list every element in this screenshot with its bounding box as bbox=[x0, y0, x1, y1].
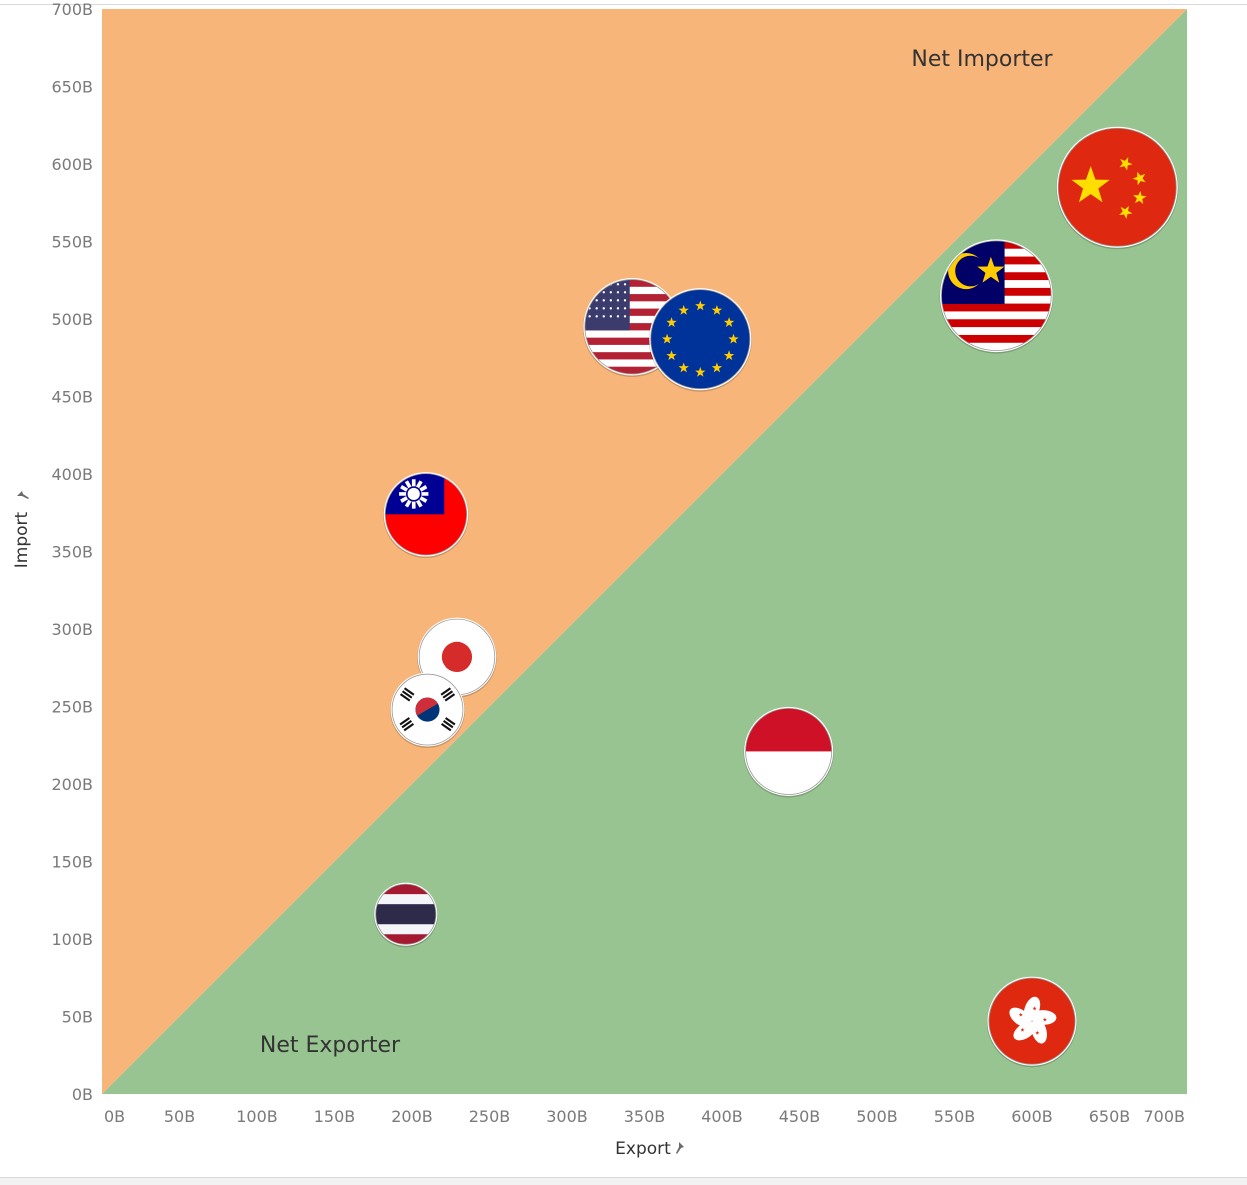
pin-icon[interactable] bbox=[676, 1142, 684, 1154]
x-tick-label: 600B bbox=[1011, 1107, 1053, 1126]
x-tick-label: 100B bbox=[236, 1107, 278, 1126]
south-korea-flag[interactable] bbox=[390, 672, 465, 748]
x-tick-label: 50B bbox=[164, 1107, 195, 1126]
x-tick-label: 700B bbox=[1143, 1107, 1185, 1126]
y-tick-label: 600B bbox=[51, 155, 93, 174]
x-axis-ticks: 0B 50B 100B 150B 200B 250B 300B 350B 400B 450B 500… bbox=[104, 1107, 1185, 1126]
y-tick-label: 300B bbox=[51, 620, 93, 639]
y-tick-label: 150B bbox=[51, 853, 93, 872]
x-tick-label: 250B bbox=[469, 1107, 511, 1126]
china-flag[interactable] bbox=[1056, 126, 1179, 250]
thailand-flag[interactable] bbox=[373, 882, 438, 948]
x-tick-label: 650B bbox=[1089, 1107, 1131, 1126]
y-tick-label: 650B bbox=[51, 78, 93, 97]
bottom-border bbox=[0, 1177, 1247, 1185]
malaysia-flag[interactable] bbox=[939, 239, 1054, 354]
y-tick-label: 550B bbox=[51, 233, 93, 252]
indonesia-flag[interactable] bbox=[743, 706, 834, 798]
y-axis-label: Import bbox=[12, 511, 32, 568]
data-points bbox=[373, 126, 1179, 1068]
x-tick-label: 500B bbox=[856, 1107, 898, 1126]
y-tick-label: 200B bbox=[51, 775, 93, 794]
x-tick-label: 450B bbox=[779, 1107, 821, 1126]
y-tick-label: 250B bbox=[51, 698, 93, 717]
japan-flag[interactable] bbox=[417, 617, 497, 698]
net-importer-region bbox=[102, 9, 1187, 1094]
pin-icon[interactable] bbox=[17, 491, 29, 499]
x-tick-label: 150B bbox=[314, 1107, 356, 1126]
x-tick-label: 300B bbox=[546, 1107, 588, 1126]
eu-flag[interactable] bbox=[648, 288, 752, 392]
y-tick-label: 0B bbox=[72, 1085, 93, 1104]
x-axis-title: Export bbox=[615, 1139, 684, 1159]
x-tick-label: 400B bbox=[701, 1107, 743, 1126]
x-tick-label: 0B bbox=[104, 1107, 125, 1126]
y-axis-ticks: 0B 50B 100B 150B 200B 250B 300B 350B 400B 450B 500… bbox=[51, 0, 93, 1104]
y-tick-label: 350B bbox=[51, 543, 93, 562]
y-tick-label: 500B bbox=[51, 310, 93, 329]
y-tick-label: 100B bbox=[51, 930, 93, 949]
top-border bbox=[0, 4, 1247, 5]
y-tick-label: 400B bbox=[51, 465, 93, 484]
hong-kong-flag[interactable] bbox=[986, 976, 1078, 1068]
x-tick-label: 200B bbox=[391, 1107, 433, 1126]
x-tick-label: 350B bbox=[624, 1107, 666, 1126]
y-axis-title: Import bbox=[12, 491, 32, 568]
taiwan-flag[interactable] bbox=[383, 472, 469, 559]
y-tick-label: 700B bbox=[51, 0, 93, 19]
y-tick-label: 450B bbox=[51, 388, 93, 407]
net-exporter-label: Net Exporter bbox=[260, 1033, 401, 1058]
net-importer-label: Net Importer bbox=[911, 47, 1053, 72]
x-tick-label: 550B bbox=[934, 1107, 976, 1126]
y-tick-label: 50B bbox=[62, 1008, 93, 1027]
x-axis-label: Export bbox=[615, 1139, 671, 1159]
